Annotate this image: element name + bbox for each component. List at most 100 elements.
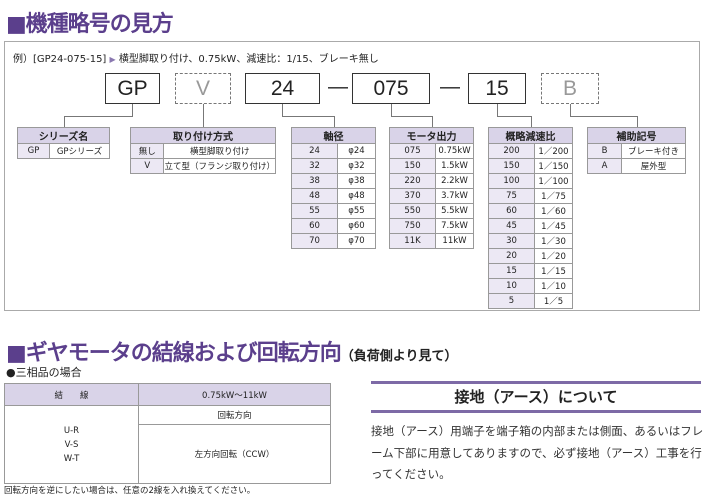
connector-line bbox=[63, 116, 65, 127]
meaning-cell: GPシリーズ bbox=[49, 143, 110, 159]
wiring-title: ■ギヤモータの結線および回転方向 bbox=[6, 341, 342, 366]
spec-table: 補助記号 B ブレーキ付き A 屋外型 bbox=[587, 127, 686, 174]
table-row: 75 1／75 bbox=[488, 188, 573, 204]
code-cell: 55 bbox=[291, 203, 338, 219]
earth-bottom-rule bbox=[371, 410, 701, 413]
table-row: 70 φ70 bbox=[291, 233, 376, 249]
connector-line bbox=[203, 104, 204, 116]
code-cell: 無し bbox=[129, 143, 165, 159]
table-row: 5 1／5 bbox=[488, 293, 573, 309]
table-row: 60 1／60 bbox=[488, 203, 573, 219]
code-cell: 075 bbox=[389, 143, 436, 159]
spec-table-header: 軸径 bbox=[291, 127, 376, 144]
meaning-cell: 1／100 bbox=[534, 173, 573, 189]
meaning-cell: φ32 bbox=[337, 158, 376, 174]
code-cell: B bbox=[587, 143, 622, 159]
code-dash: — bbox=[440, 76, 460, 98]
meaning-cell: φ24 bbox=[337, 143, 376, 159]
connector-line bbox=[497, 116, 532, 117]
spec-table-header: 概略減速比 bbox=[488, 127, 573, 144]
table-row: 45 1／45 bbox=[488, 218, 573, 234]
power-range-header: 0.75kW〜11kW bbox=[138, 383, 331, 406]
meaning-cell: φ48 bbox=[337, 188, 376, 204]
connector-line bbox=[203, 116, 204, 127]
meaning-cell: φ38 bbox=[337, 173, 376, 189]
code-box-aux: B bbox=[541, 73, 599, 104]
spec-table: シリーズ名 GP GPシリーズ bbox=[17, 127, 110, 159]
connector-line bbox=[636, 116, 638, 127]
connector-line bbox=[497, 104, 498, 116]
table-row: 150 1／150 bbox=[488, 158, 573, 174]
wiring-header: 結 線 bbox=[4, 383, 139, 406]
code-cell: 11K bbox=[389, 233, 436, 249]
code-cell: 20 bbox=[488, 248, 535, 264]
code-cell: 100 bbox=[488, 173, 535, 189]
code-box-mounting: V bbox=[175, 73, 231, 104]
wiring-note: 回転方向を逆にしたい場合は、任意の2線を入れ換えてください。 bbox=[4, 486, 256, 496]
wire-vs: V-S bbox=[64, 439, 79, 450]
spec-table-header: 補助記号 bbox=[587, 127, 686, 144]
table-row: 11K 11kW bbox=[389, 233, 474, 249]
wiring-cell: U-R V-S W-T bbox=[4, 405, 139, 484]
table-row: 32 φ32 bbox=[291, 158, 376, 174]
code-cell: 32 bbox=[291, 158, 338, 174]
meaning-cell: ブレーキ付き bbox=[621, 143, 686, 159]
code-box-output: 075 bbox=[352, 73, 430, 104]
wire-ur: U-R bbox=[63, 425, 80, 436]
table-row: 750 7.5kW bbox=[389, 218, 474, 234]
connector-line bbox=[132, 104, 133, 116]
code-cell: V bbox=[129, 158, 165, 174]
section-title-model-code: ■機種略号の見方 bbox=[6, 12, 174, 37]
meaning-cell: 7.5kW bbox=[435, 218, 474, 234]
meaning-cell: 0.75kW bbox=[435, 143, 474, 159]
table-row: V 立て型（フランジ取り付け） bbox=[129, 158, 276, 174]
example-description: 横型脚取り付け、0.75kW、減速比：1/15、ブレーキ無し bbox=[118, 54, 379, 65]
code-box-ratio: 15 bbox=[468, 73, 526, 104]
three-phase-subhead: ●三相品の場合 bbox=[6, 366, 82, 379]
wiring-table: 結 線 0.75kW〜11kW U-R V-S W-T 回転方向 左方向回転（CCW） bbox=[4, 383, 331, 484]
code-dash: — bbox=[328, 76, 348, 98]
spec-table-header: 取り付け方式 bbox=[130, 127, 276, 144]
earth-body: 接地（アース）用端子を端子箱の内部または側面、あるいはフレーム下部に用意してあり… bbox=[371, 424, 704, 481]
spec-table: 概略減速比 200 1／200 150 1／150 100 1／100 75 1／75 60 1／6… bbox=[488, 127, 573, 309]
code-cell: 30 bbox=[488, 233, 535, 249]
connector-line bbox=[282, 104, 283, 116]
meaning-cell: 11kW bbox=[435, 233, 474, 249]
meaning-cell: 立て型（フランジ取り付け） bbox=[163, 158, 276, 174]
meaning-cell: 1／75 bbox=[534, 188, 573, 204]
code-cell: 750 bbox=[389, 218, 436, 234]
code-cell: 60 bbox=[291, 218, 338, 234]
table-row: 550 5.5kW bbox=[389, 203, 474, 219]
code-cell: 370 bbox=[389, 188, 436, 204]
spec-table: 軸径 24 φ24 32 φ32 38 φ38 48 φ48 55 φ55 60 φ60 70 φ70 bbox=[291, 127, 376, 249]
meaning-cell: 1／30 bbox=[534, 233, 573, 249]
table-row: 220 2.2kW bbox=[389, 173, 474, 189]
table-row: 38 φ38 bbox=[291, 173, 376, 189]
spec-table: 取り付け方式 無し 横型脚取り付け V 立て型（フランジ取り付け） bbox=[129, 127, 276, 174]
meaning-cell: 1／45 bbox=[534, 218, 573, 234]
code-cell: 24 bbox=[291, 143, 338, 159]
wiring-subtitle: （負荷側より見て） bbox=[340, 349, 458, 364]
connector-line bbox=[570, 116, 638, 117]
table-row: 200 1／200 bbox=[488, 143, 573, 159]
table-row: 55 φ55 bbox=[291, 203, 376, 219]
table-row: 無し 横型脚取り付け bbox=[129, 143, 276, 159]
code-cell: 75 bbox=[488, 188, 535, 204]
connector-line bbox=[570, 104, 571, 116]
code-cell: 38 bbox=[291, 173, 338, 189]
table-row: 370 3.7kW bbox=[389, 188, 474, 204]
code-cell: 48 bbox=[291, 188, 338, 204]
meaning-cell: 1.5kW bbox=[435, 158, 474, 174]
meaning-cell: 1／60 bbox=[534, 203, 573, 219]
earth-top-rule bbox=[371, 381, 701, 384]
connector-line bbox=[282, 116, 335, 117]
code-box-series: GP bbox=[105, 73, 160, 104]
code-cell: 550 bbox=[389, 203, 436, 219]
wire-wt: W-T bbox=[63, 453, 80, 464]
code-cell: 70 bbox=[291, 233, 338, 249]
earth-title: 接地（アース）について bbox=[454, 388, 618, 406]
code-box-shaft: 24 bbox=[245, 73, 320, 104]
model-code-frame bbox=[4, 41, 700, 311]
table-row: A 屋外型 bbox=[587, 158, 686, 174]
code-cell: 60 bbox=[488, 203, 535, 219]
